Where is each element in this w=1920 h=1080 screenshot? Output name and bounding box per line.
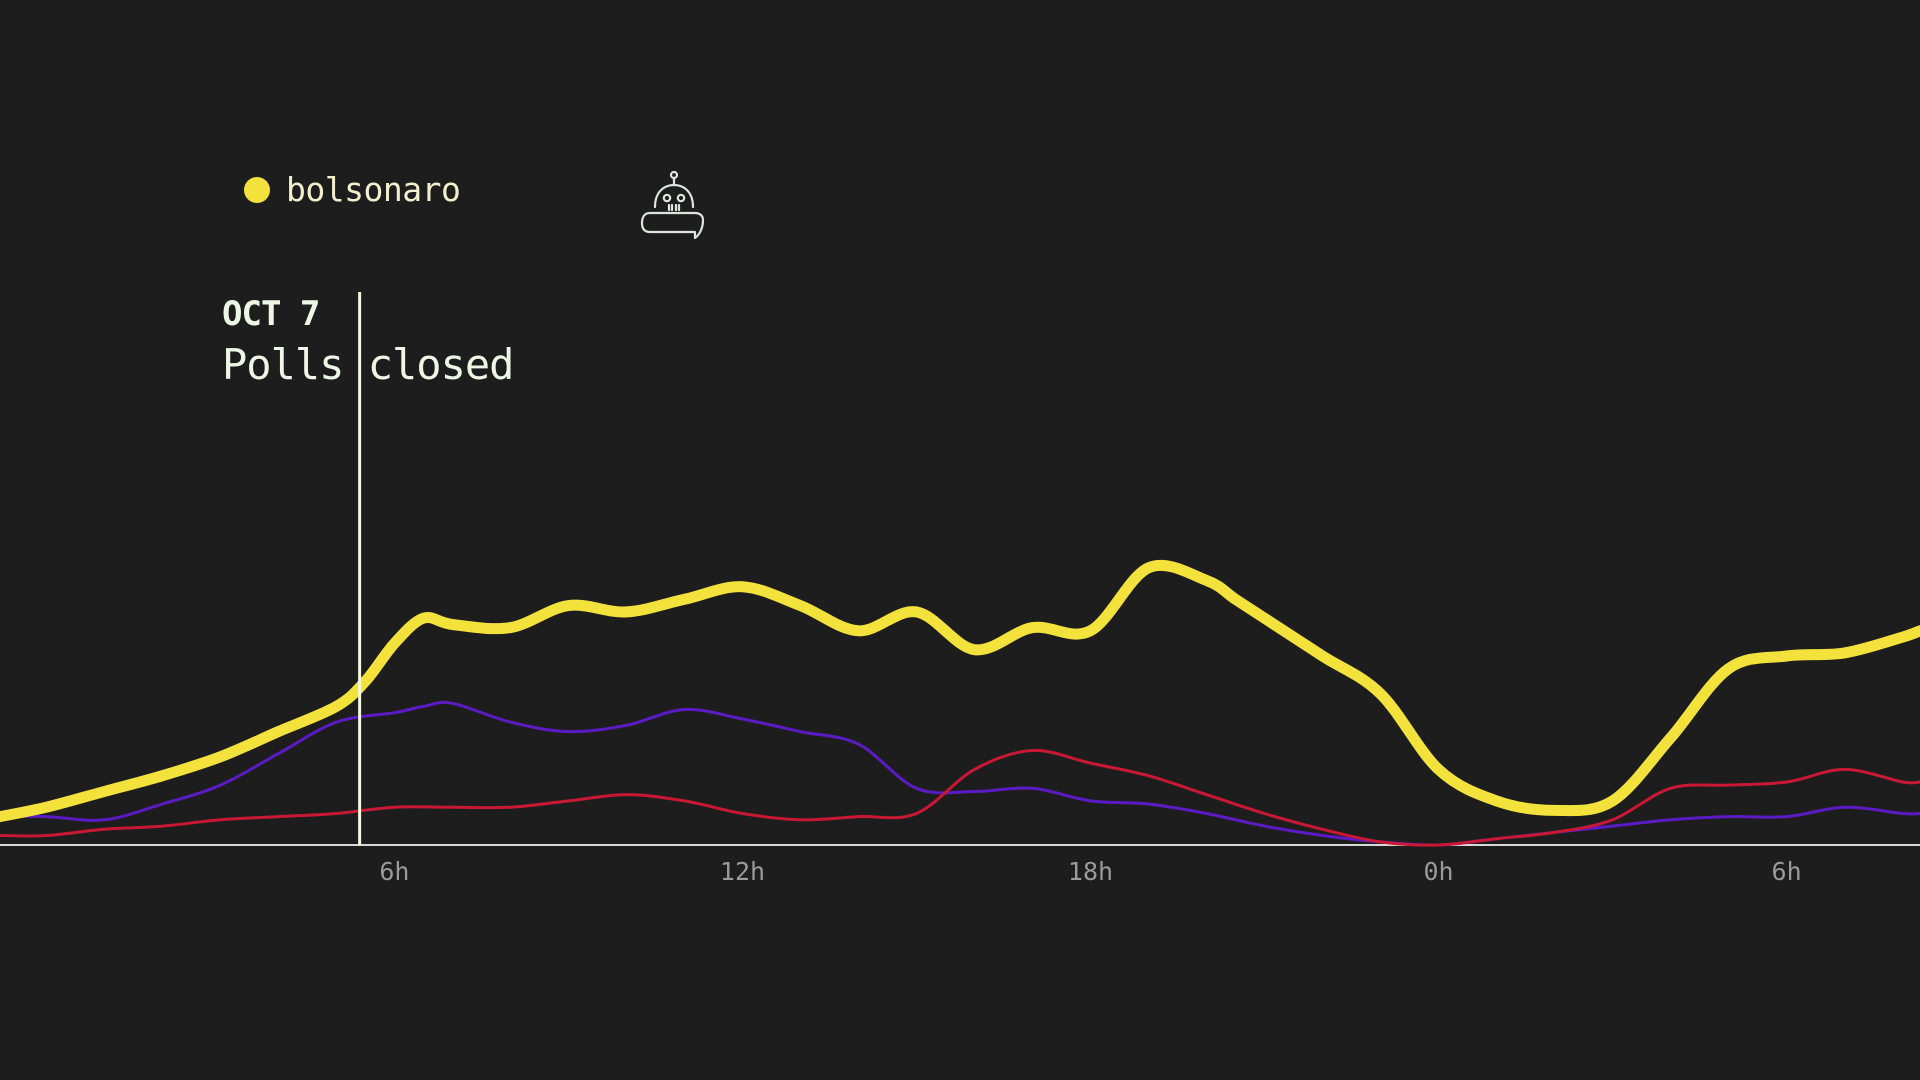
series-line-series-2 [0, 700, 1920, 847]
series-line-series-3 [0, 748, 1920, 847]
annotation-text: Polls closed [222, 340, 514, 389]
robot-icon [640, 170, 705, 240]
series-line-bolsonaro [0, 559, 1920, 823]
x-tick-label: 12h [720, 857, 765, 886]
x-tick-label: 0h [1423, 857, 1453, 886]
x-tick-label: 6h [1772, 857, 1802, 886]
annotation-date: OCT 7 [222, 294, 320, 334]
legend-label-bolsonaro: bolsonaro [286, 170, 461, 209]
legend: bolsonaro [244, 170, 461, 209]
legend-swatch-bolsonaro [244, 176, 270, 203]
x-tick-label: 6h [379, 857, 409, 886]
x-tick-label: 18h [1068, 857, 1113, 886]
